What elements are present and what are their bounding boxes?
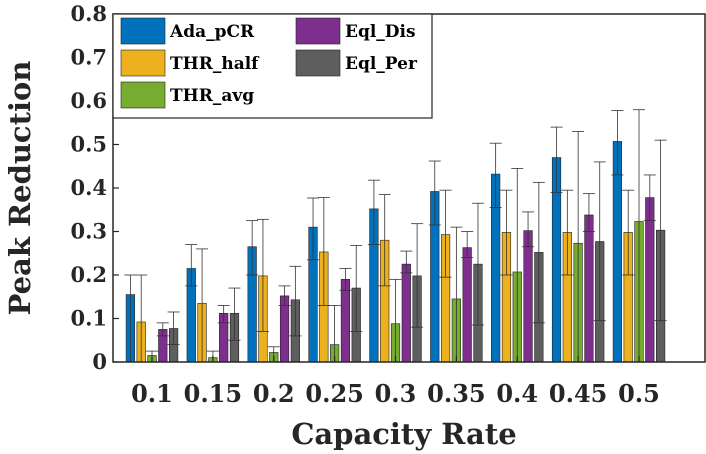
y-tick-label: 0.4	[70, 175, 107, 200]
bar-eql-dis	[584, 214, 594, 363]
legend: Ada_pCR THR_half THR_avg Eql_Dis Eql_Per	[112, 13, 433, 119]
bar-eql-dis	[523, 230, 533, 363]
y-axis: 0 0.1 0.2 0.3 0.4 0.5 0.6 0.7 0.8	[70, 1, 119, 374]
error-bar	[256, 218, 269, 332]
legend-item-eql-dis: Eql_Dis	[295, 17, 416, 45]
x-tick-label: 0.45	[549, 379, 607, 408]
y-tick-label: 0.8	[70, 1, 107, 26]
error-bar	[167, 311, 180, 346]
y-tick-label: 0.6	[70, 88, 107, 113]
legend-box	[112, 13, 433, 119]
bar-eql-dis	[401, 263, 411, 363]
error-bar	[278, 285, 291, 306]
error-bar	[400, 250, 413, 274]
legend-item-thr-avg: THR_avg	[120, 81, 254, 109]
legend-item-thr-half: THR_half	[120, 49, 260, 77]
error-bar	[378, 194, 391, 287]
error-bar	[339, 268, 352, 291]
error-bar	[561, 189, 574, 276]
error-bar	[654, 139, 667, 322]
legend-swatch	[120, 81, 166, 109]
bar-eql-dis	[645, 197, 655, 363]
x-tick-label: 0.15	[184, 379, 242, 408]
error-bar	[622, 189, 635, 276]
legend-swatch	[295, 17, 341, 45]
error-bar	[317, 197, 330, 306]
x-tick-label: 0.4	[496, 379, 538, 408]
y-tick-label: 0.7	[70, 45, 107, 70]
error-bar	[522, 211, 535, 248]
legend-item-ada-pcr: Ada_pCR	[120, 17, 255, 45]
legend-label: Eql_Per	[345, 54, 418, 74]
legend-label: THR_half	[170, 54, 260, 74]
x-tick-label: 0.5	[618, 379, 660, 408]
error-bar	[307, 197, 320, 261]
y-tick-label: 0	[92, 349, 107, 374]
error-bar	[593, 161, 606, 322]
y-tick-label: 0.3	[70, 219, 107, 244]
error-bar	[411, 223, 424, 328]
legend-label: THR_avg	[170, 86, 254, 106]
legend-label: Ada_pCR	[169, 22, 255, 42]
legend-item-eql-per: Eql_Per	[295, 49, 418, 77]
x-tick-label: 0.1	[131, 379, 173, 408]
error-bar	[461, 231, 474, 259]
error-bar	[500, 189, 513, 276]
error-bar	[428, 160, 441, 226]
legend-swatch	[295, 49, 341, 77]
error-bar	[643, 174, 656, 222]
bar-eql-dis	[340, 279, 351, 363]
bar-eql-dis	[462, 247, 472, 363]
y-tick-label: 0.5	[70, 132, 107, 157]
error-bar	[228, 287, 241, 341]
error-bar	[217, 305, 230, 324]
error-bar	[350, 245, 363, 332]
y-tick-label: 0.1	[70, 306, 107, 331]
x-tick-label: 0.35	[427, 379, 485, 408]
y-tick-label: 0.2	[70, 262, 107, 287]
error-bar	[367, 179, 380, 245]
error-bar	[550, 126, 563, 193]
error-bar	[611, 110, 624, 176]
x-tick-label: 0.2	[253, 379, 295, 408]
legend-swatch	[120, 49, 166, 77]
legend-label: Eql_Dis	[345, 22, 416, 42]
x-tick-label: 0.3	[375, 379, 417, 408]
error-bar	[582, 193, 595, 232]
error-bar	[532, 181, 545, 324]
y-axis-label: Peak Reduction	[3, 61, 37, 316]
error-bar	[439, 189, 452, 278]
error-bar	[489, 142, 502, 208]
error-bars-group	[124, 109, 667, 363]
legend-swatch	[120, 17, 166, 45]
x-axis: 0.1 0.15 0.2 0.25 0.3 0.35 0.4 0.45 0.5	[131, 356, 660, 408]
error-bar	[289, 265, 302, 337]
x-tick-label: 0.25	[305, 379, 363, 408]
error-bar	[246, 220, 259, 276]
x-axis-label: Capacity Rate	[291, 417, 516, 451]
error-bar	[185, 244, 198, 287]
error-bar	[156, 322, 169, 337]
error-bar	[471, 202, 484, 326]
